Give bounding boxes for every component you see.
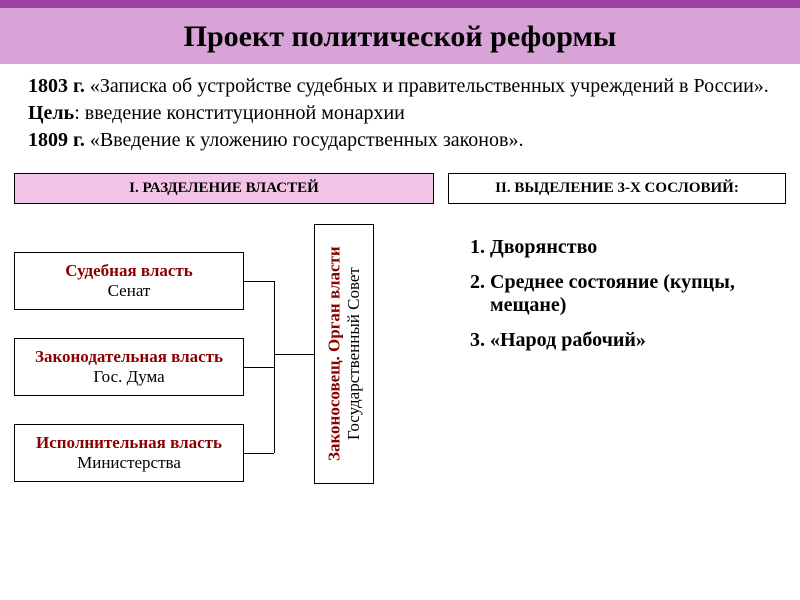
connector-trunk: [274, 281, 275, 453]
intro-goal-text: : введение конституционной монархии: [74, 102, 405, 124]
slide-title: Проект политической реформы: [0, 0, 800, 64]
estate-item: Среднее состояние (купцы, мещане): [490, 271, 786, 317]
judicial-body: Сенат: [19, 281, 239, 301]
legislative-title: Законодательная власть: [19, 347, 239, 367]
judicial-title: Судебная власть: [19, 261, 239, 281]
estates-list: Дворянство Среднее состояние (купцы, мещ…: [448, 224, 786, 364]
intro-year-1809: 1809 г.: [28, 129, 85, 151]
connector-executive: [244, 453, 274, 454]
connector-bridge: [274, 354, 314, 355]
intro-line-2: Цель: введение конституционной монархии: [28, 101, 782, 126]
box-executive: Исполнительная власть Министерства: [14, 424, 244, 482]
intro-block: 1803 г. «Записка об устройстве судебных …: [0, 64, 800, 159]
intro-line-3: 1809 г. «Введение к уложению государстве…: [28, 128, 782, 153]
council-body: Государственный Совет: [344, 268, 363, 441]
intro-goal-label: Цель: [28, 102, 74, 124]
columns: I. РАЗДЕЛЕНИЕ ВЛАСТЕЙ Судебная власть Се…: [0, 159, 800, 534]
connector-legislative: [244, 367, 274, 368]
header-separation-of-powers: I. РАЗДЕЛЕНИЕ ВЛАСТЕЙ: [14, 173, 434, 204]
estate-item: «Народ рабочий»: [490, 329, 786, 352]
column-estates: II. ВЫДЕЛЕНИЕ 3-Х СОСЛОВИЙ: Дворянство С…: [448, 173, 786, 534]
council-title: Законосовещ. Орган власти: [324, 247, 343, 462]
intro-text-1: «Записка об устройстве судебных и правит…: [85, 75, 769, 97]
intro-text-3: «Введение к уложению государственных зак…: [85, 129, 524, 151]
box-state-council: Законосовещ. Орган власти Государственны…: [314, 224, 374, 484]
box-judicial: Судебная власть Сенат: [14, 252, 244, 310]
intro-line-1: 1803 г. «Записка об устройстве судебных …: [28, 74, 782, 99]
connector-judicial: [244, 281, 274, 282]
executive-body: Министерства: [19, 453, 239, 473]
powers-diagram: Судебная власть Сенат Законодательная вл…: [14, 214, 434, 534]
executive-title: Исполнительная власть: [19, 433, 239, 453]
intro-year-1803: 1803 г.: [28, 75, 85, 97]
estate-item: Дворянство: [490, 236, 786, 259]
header-estates: II. ВЫДЕЛЕНИЕ 3-Х СОСЛОВИЙ:: [448, 173, 786, 204]
legislative-body: Гос. Дума: [19, 367, 239, 387]
column-separation-of-powers: I. РАЗДЕЛЕНИЕ ВЛАСТЕЙ Судебная власть Се…: [14, 173, 434, 534]
box-legislative: Законодательная власть Гос. Дума: [14, 338, 244, 396]
